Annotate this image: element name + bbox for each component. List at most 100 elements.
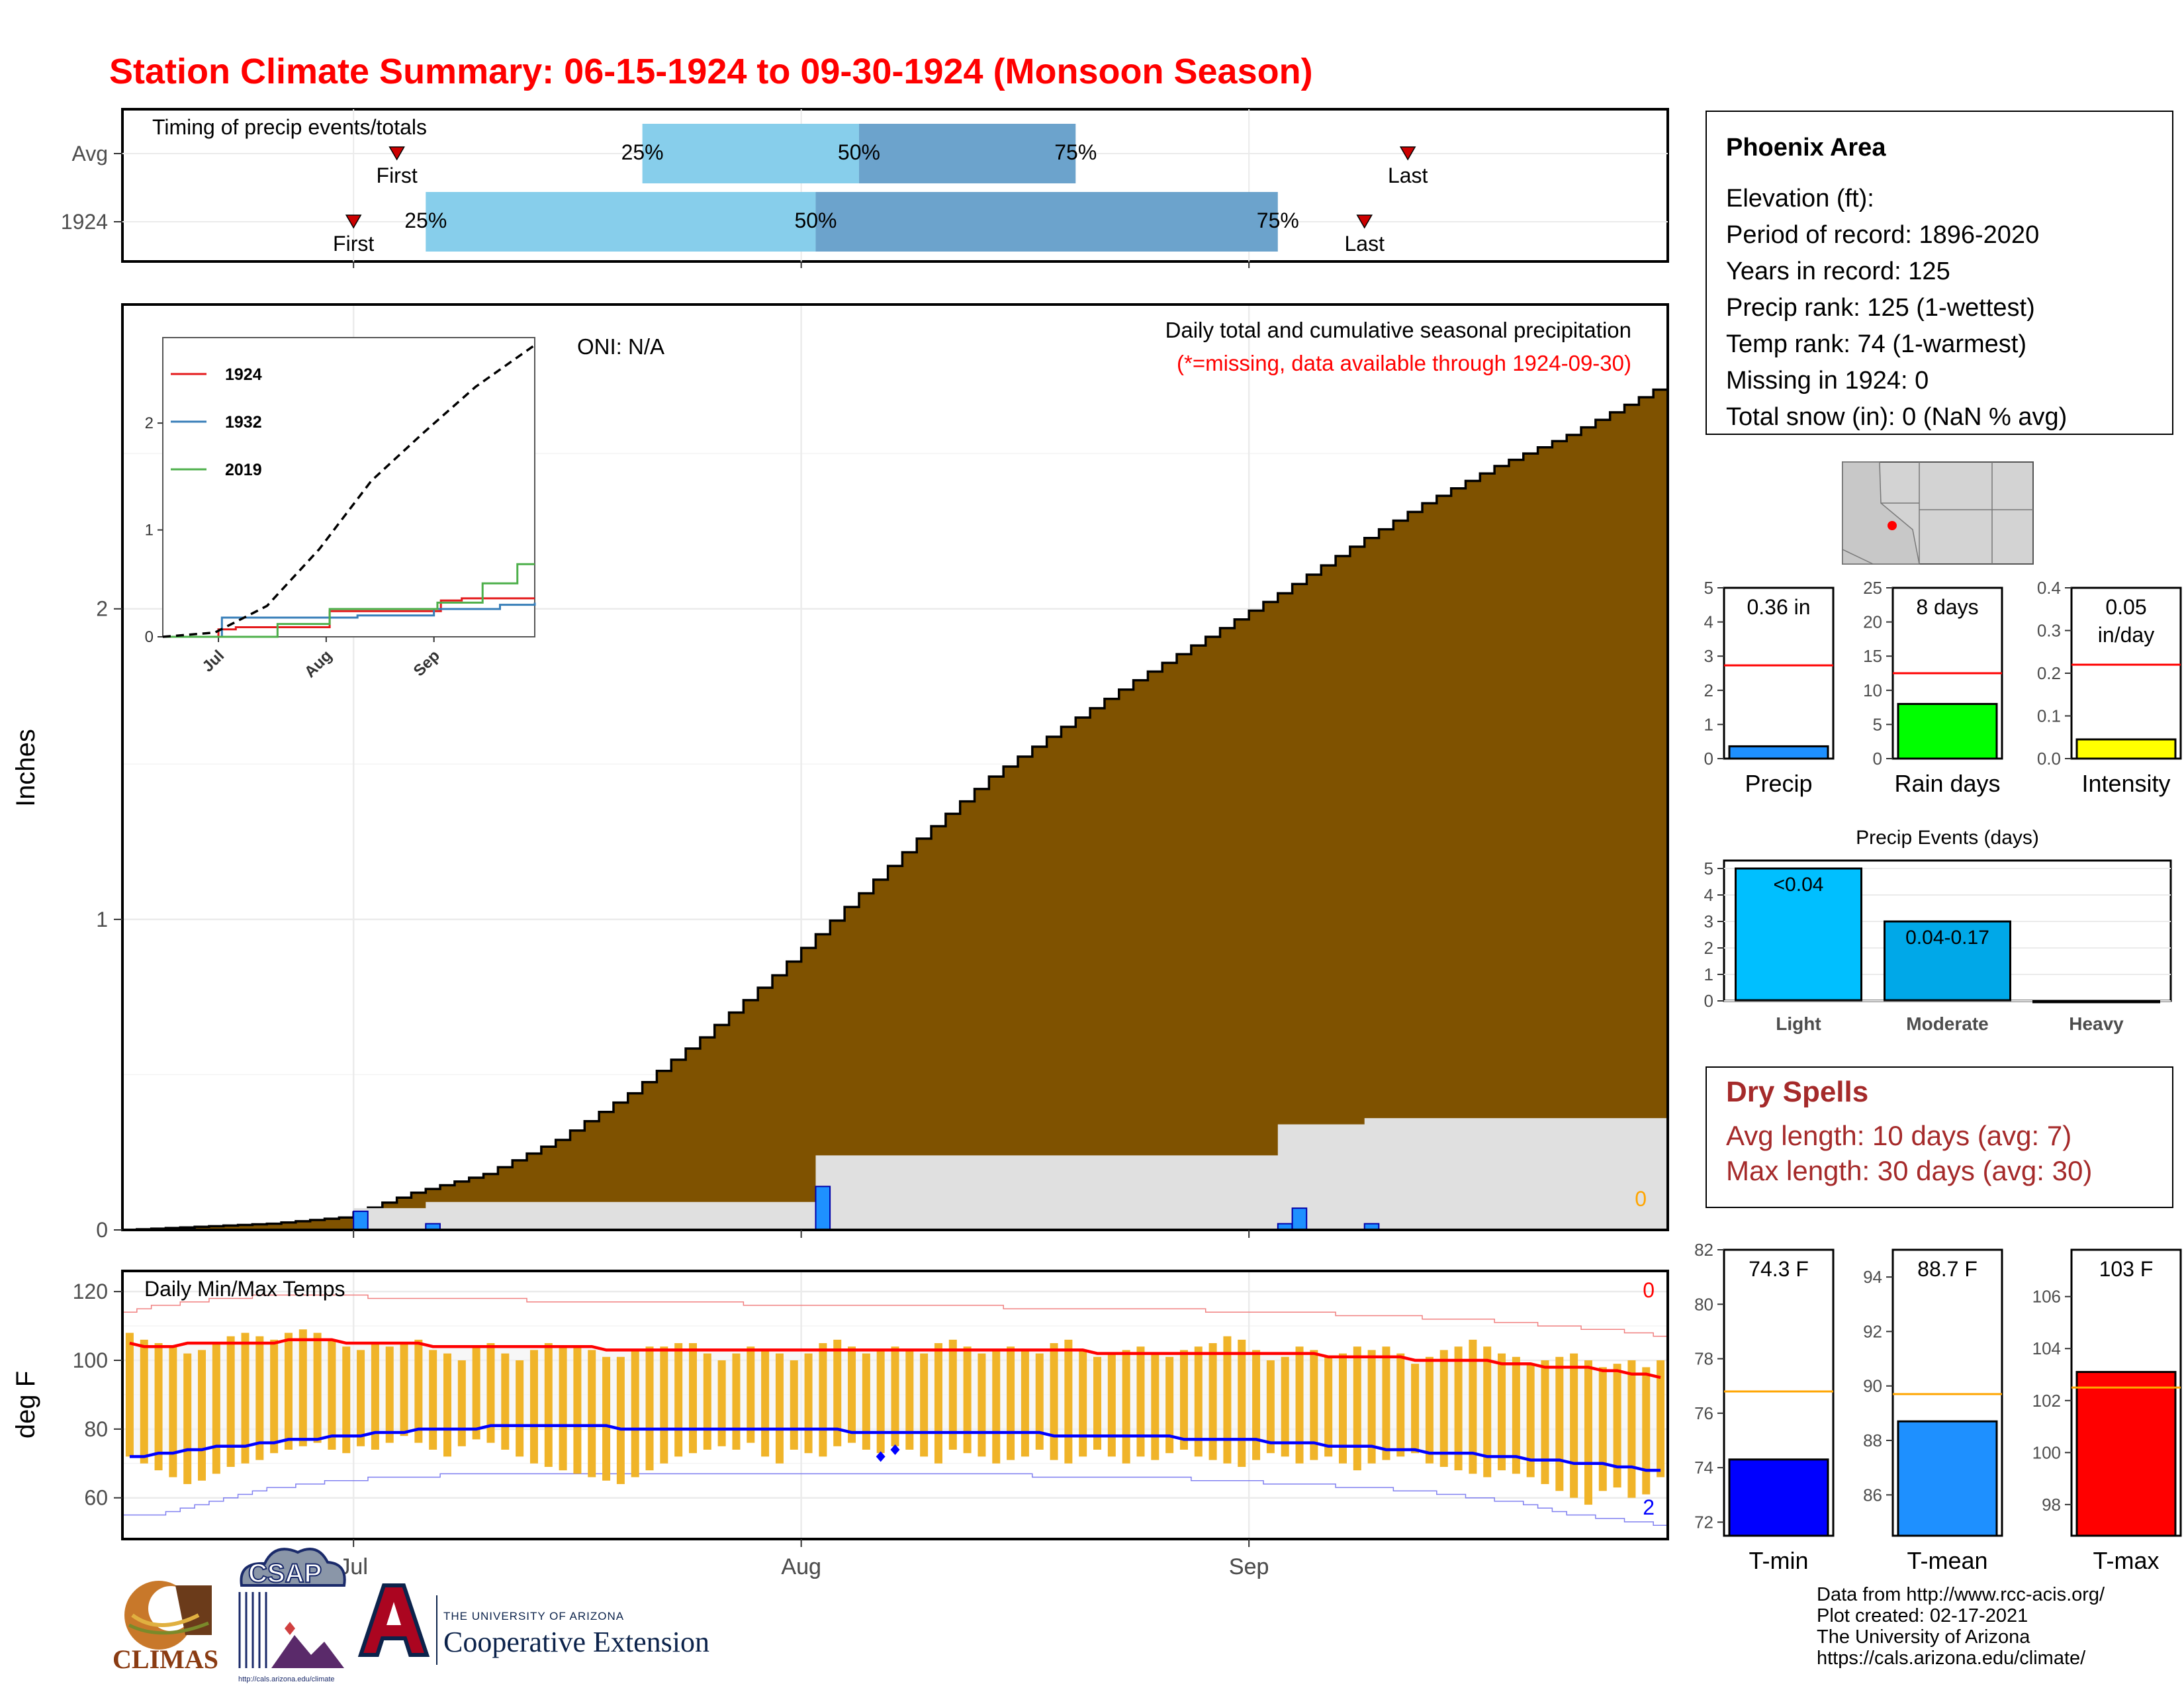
summary-ytick-label: 0.1 bbox=[2037, 706, 2061, 726]
daily-temp-bar bbox=[371, 1343, 379, 1450]
daily-temp-bar bbox=[602, 1356, 611, 1481]
events-ytick-label: 5 bbox=[1704, 859, 1713, 878]
summary-ytick-label: 15 bbox=[1863, 646, 1882, 666]
daily-temp-bar bbox=[1223, 1336, 1232, 1464]
temp-ytick-label: 80 bbox=[84, 1417, 108, 1441]
missing-count-label: 0 bbox=[1635, 1187, 1647, 1211]
daily-temp-bar bbox=[1570, 1353, 1578, 1498]
daily-temp-bar bbox=[270, 1339, 279, 1454]
inset-series-line bbox=[163, 563, 535, 638]
summary-ytick-label: 102 bbox=[2032, 1391, 2061, 1411]
daily-temp-bar bbox=[1483, 1346, 1492, 1477]
summary-ytick-label: 94 bbox=[1863, 1267, 1882, 1287]
summary-value-bar bbox=[1728, 1458, 1829, 1537]
daily-temp-bar bbox=[544, 1343, 553, 1467]
summary-value-label: 88.7 F bbox=[1917, 1257, 1978, 1281]
daily-temp-bar bbox=[313, 1333, 322, 1443]
precip-chart-title: Daily total and cumulative seasonal prec… bbox=[1165, 318, 1631, 342]
events-category-label: Moderate bbox=[1906, 1013, 1988, 1034]
daily-temp-bar bbox=[1194, 1346, 1203, 1457]
events-bar-label: 0.04-0.17 bbox=[1905, 927, 1989, 949]
station-info-line: Temp rank: 74 (1-warmest) bbox=[1726, 330, 2026, 358]
summary-ytick-label: 4 bbox=[1704, 612, 1713, 632]
footer-credits: Data from http://www.rcc-acis.org/Plot c… bbox=[1817, 1584, 2105, 1669]
daily-temp-bar bbox=[1122, 1350, 1130, 1464]
temp-x-axis-month-label: Aug bbox=[781, 1554, 821, 1579]
daily-temp-bar bbox=[804, 1353, 813, 1454]
daily-temp-bar bbox=[1281, 1356, 1289, 1457]
daily-temp-bar bbox=[385, 1346, 394, 1443]
summary-ytick-label: 1 bbox=[1704, 714, 1713, 734]
daily-temp-bar bbox=[1050, 1343, 1058, 1460]
temp-ytick-label: 100 bbox=[73, 1348, 108, 1372]
timing-bar-25-50 bbox=[426, 192, 816, 252]
station-info-box: Phoenix Area Elevation (ft): Period of re… bbox=[1706, 111, 2173, 435]
daily-temp-bar bbox=[429, 1350, 437, 1450]
daily-temp-bar bbox=[1266, 1360, 1275, 1454]
timing-bar-50-75 bbox=[815, 192, 1278, 252]
daily-temp-bar bbox=[154, 1343, 163, 1471]
daily-temp-bar bbox=[486, 1343, 495, 1443]
page-title: Station Climate Summary: 06-15-1924 to 0… bbox=[109, 52, 1313, 91]
climas-logo: CLIMAS bbox=[113, 1581, 218, 1674]
station-name: Phoenix Area bbox=[1726, 134, 1886, 162]
timing-first-label: First bbox=[377, 164, 418, 187]
summary-frame bbox=[2070, 586, 2182, 760]
daily-temp-bar bbox=[1064, 1339, 1073, 1464]
dry-spells-title: Dry Spells bbox=[1726, 1076, 1868, 1108]
summary-bar-chart: 86 88 90 92 94 88.7 F T-mean bbox=[1863, 1248, 2003, 1574]
summary-bar-chart: 0 5 10 15 20 25 8 days Rain days bbox=[1863, 578, 2003, 797]
footer-line: The University of Arizona bbox=[1817, 1626, 2030, 1648]
summary-bar-chart: 72 74 76 78 80 82 74.3 F T-min bbox=[1694, 1240, 1835, 1574]
logos: CLIMAS CSAP http://cals.arizona.edu/clim… bbox=[113, 1548, 437, 1683]
daily-temp-bar bbox=[862, 1353, 870, 1450]
inset-legend-label: 1932 bbox=[225, 413, 262, 432]
inset-legend-label: 2019 bbox=[225, 461, 262, 479]
daily-temp-bar bbox=[198, 1350, 206, 1481]
events-ytick-label: 0 bbox=[1704, 991, 1713, 1011]
dry-spells-avg: Avg length: 10 days (avg: 7) bbox=[1726, 1120, 2071, 1151]
daily-temp-bar bbox=[775, 1353, 784, 1464]
daily-temp-bar bbox=[414, 1339, 423, 1443]
summary-ytick-label: 82 bbox=[1694, 1240, 1713, 1260]
daily-temp-bar bbox=[298, 1329, 307, 1446]
daily-temp-bar bbox=[978, 1353, 986, 1457]
summary-value-label: 8 days bbox=[1916, 595, 1978, 619]
daily-temp-bar bbox=[1382, 1346, 1390, 1460]
daily-temp-bar bbox=[717, 1360, 726, 1446]
summary-ytick-label: 25 bbox=[1863, 578, 1882, 598]
precip-events-chart: Precip Events (days) 0 1 2 3 4 5 <0.04 Light 0.04… bbox=[1704, 827, 2172, 1034]
summary-ytick-label: 72 bbox=[1694, 1512, 1713, 1532]
precip-chart-subtitle: (*=missing, data available through 1924-… bbox=[1177, 351, 1631, 375]
summary-ytick-label: 5 bbox=[1873, 714, 1882, 734]
summary-ytick-label: 100 bbox=[2032, 1442, 2061, 1462]
daily-temp-bar bbox=[905, 1350, 914, 1450]
footer-line: Data from http://www.rcc-acis.org/ bbox=[1817, 1584, 2105, 1605]
temp-panel-title: Daily Min/Max Temps bbox=[144, 1277, 345, 1301]
summary-ytick-label: 20 bbox=[1863, 612, 1882, 632]
daily-temp-bar bbox=[1613, 1364, 1621, 1488]
daily-temp-bar bbox=[1411, 1364, 1420, 1454]
summary-bar-chart: 98 100 102 104 106 103 F T-max bbox=[2032, 1248, 2182, 1574]
timing-first-marker bbox=[345, 214, 362, 229]
daily-precip-bar bbox=[353, 1210, 369, 1231]
inset-ytick-label: 2 bbox=[145, 414, 154, 432]
summary-value-label: 74.3 F bbox=[1749, 1257, 1809, 1281]
timing-last-marker bbox=[1356, 214, 1373, 229]
summary-ytick-label: 74 bbox=[1694, 1458, 1713, 1477]
dry-spells-max: Max length: 30 days (avg: 30) bbox=[1726, 1155, 2092, 1186]
summary-ytick-label: 90 bbox=[1863, 1376, 1882, 1396]
daily-temp-bar bbox=[920, 1353, 929, 1457]
daily-temp-bar bbox=[501, 1353, 510, 1450]
daily-temp-bar bbox=[140, 1339, 148, 1464]
summary-ytick-label: 5 bbox=[1704, 578, 1713, 598]
events-ytick-label: 4 bbox=[1704, 885, 1713, 905]
daily-temp-bar bbox=[963, 1346, 972, 1454]
daily-temp-bar bbox=[732, 1353, 741, 1450]
daily-temp-bar bbox=[703, 1353, 711, 1450]
daily-temp-bar bbox=[328, 1339, 336, 1450]
summary-value-bar bbox=[1728, 745, 1829, 760]
timing-first-label: First bbox=[333, 232, 374, 256]
